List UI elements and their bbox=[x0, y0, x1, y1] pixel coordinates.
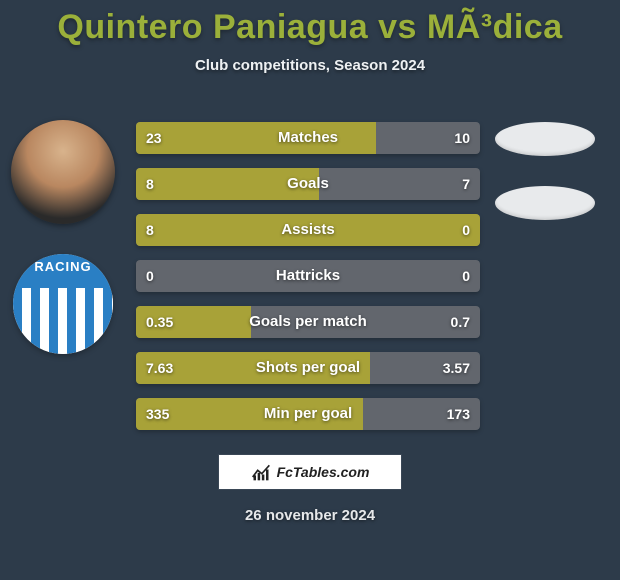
stat-row-hattricks: 0 Hattricks 0 bbox=[136, 260, 480, 292]
stat-row-goals: 8 Goals 7 bbox=[136, 168, 480, 200]
stat-row-matches: 23 Matches 10 bbox=[136, 122, 480, 154]
player-avatar bbox=[11, 120, 115, 224]
page-title: Quintero Paniagua vs MÃ³dica bbox=[0, 0, 620, 47]
club-badge-placeholder bbox=[495, 186, 595, 220]
stat-value-right: 3.57 bbox=[443, 352, 470, 384]
stat-value-right: 173 bbox=[447, 398, 470, 430]
stat-value-right: 7 bbox=[462, 168, 470, 200]
stat-value-right: 0 bbox=[462, 214, 470, 246]
stat-label: Goals bbox=[136, 168, 480, 200]
stat-label: Hattricks bbox=[136, 260, 480, 292]
subtitle: Club competitions, Season 2024 bbox=[0, 57, 620, 74]
stat-label: Matches bbox=[136, 122, 480, 154]
club-badge-label: RACING bbox=[13, 254, 113, 288]
right-column bbox=[490, 122, 600, 220]
stat-label: Shots per goal bbox=[136, 352, 480, 384]
stat-row-min-per-goal: 335 Min per goal 173 bbox=[136, 398, 480, 430]
stat-label: Assists bbox=[136, 214, 480, 246]
stat-row-assists: 8 Assists 0 bbox=[136, 214, 480, 246]
stat-value-right: 10 bbox=[454, 122, 470, 154]
stat-label: Min per goal bbox=[136, 398, 480, 430]
stat-row-goals-per-match: 0.35 Goals per match 0.7 bbox=[136, 306, 480, 338]
club-badge-stripes bbox=[13, 288, 113, 354]
stat-row-shots-per-goal: 7.63 Shots per goal 3.57 bbox=[136, 352, 480, 384]
footer-logo-label: FcTables.com bbox=[277, 464, 370, 480]
stats-bars: 23 Matches 10 8 Goals 7 8 Assists 0 0 Ha… bbox=[136, 122, 480, 430]
stat-value-right: 0.7 bbox=[451, 306, 470, 338]
footer-logo[interactable]: FcTables.com bbox=[218, 454, 402, 490]
stat-value-right: 0 bbox=[462, 260, 470, 292]
left-column: RACING bbox=[8, 120, 118, 354]
player-avatar-placeholder bbox=[495, 122, 595, 156]
club-badge: RACING bbox=[13, 254, 113, 354]
date-label: 26 november 2024 bbox=[245, 507, 375, 524]
chart-icon bbox=[251, 462, 271, 482]
stat-label: Goals per match bbox=[136, 306, 480, 338]
